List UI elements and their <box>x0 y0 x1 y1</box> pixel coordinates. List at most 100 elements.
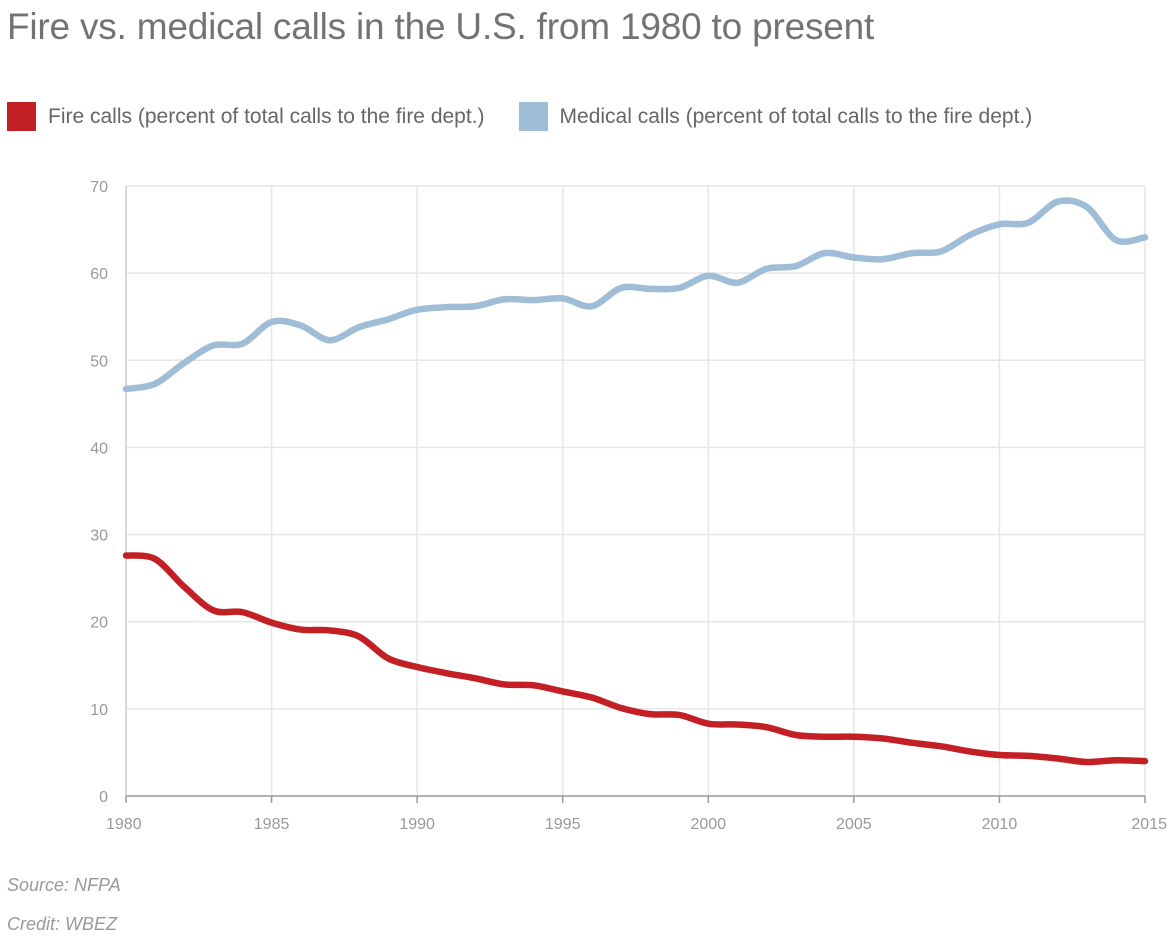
data-point-medical-calls[interactable] <box>471 302 479 310</box>
data-point-medical-calls[interactable] <box>559 294 567 302</box>
legend-swatch-fire-calls <box>7 102 36 131</box>
data-point-fire-calls[interactable] <box>937 742 945 750</box>
data-point-medical-calls[interactable] <box>908 249 916 257</box>
data-point-medical-calls[interactable] <box>1025 219 1033 227</box>
y-tick-label: 20 <box>90 615 108 632</box>
data-point-fire-calls[interactable] <box>209 606 217 614</box>
data-point-medical-calls[interactable] <box>297 321 305 329</box>
data-point-medical-calls[interactable] <box>1141 233 1149 241</box>
data-point-fire-calls[interactable] <box>122 551 130 559</box>
y-tick-label: 30 <box>90 528 108 545</box>
data-point-medical-calls[interactable] <box>646 285 654 293</box>
data-point-fire-calls[interactable] <box>1141 757 1149 765</box>
data-point-fire-calls[interactable] <box>588 694 596 702</box>
y-tick-label: 40 <box>90 440 108 457</box>
legend-item-fire-calls[interactable]: Fire calls (percent of total calls to th… <box>7 102 485 131</box>
data-point-medical-calls[interactable] <box>792 262 800 270</box>
data-point-fire-calls[interactable] <box>966 748 974 756</box>
data-point-medical-calls[interactable] <box>675 284 683 292</box>
y-tick-label: 60 <box>90 266 108 283</box>
data-point-fire-calls[interactable] <box>326 626 334 634</box>
data-point-fire-calls[interactable] <box>500 680 508 688</box>
data-point-medical-calls[interactable] <box>1054 198 1062 206</box>
y-tick-label: 50 <box>90 353 108 370</box>
x-tick-label: 2015 <box>1131 816 1167 833</box>
data-point-medical-calls[interactable] <box>384 315 392 323</box>
chart-axes <box>125 186 1146 803</box>
data-point-fire-calls[interactable] <box>559 687 567 695</box>
data-point-medical-calls[interactable] <box>937 247 945 255</box>
data-point-medical-calls[interactable] <box>122 385 130 393</box>
data-point-medical-calls[interactable] <box>500 295 508 303</box>
data-point-medical-calls[interactable] <box>355 323 363 331</box>
data-point-medical-calls[interactable] <box>588 302 596 310</box>
chart-grid <box>126 185 1146 796</box>
data-point-fire-calls[interactable] <box>1083 758 1091 766</box>
data-point-medical-calls[interactable] <box>209 341 217 349</box>
data-point-fire-calls[interactable] <box>442 669 450 677</box>
data-point-medical-calls[interactable] <box>879 255 887 263</box>
legend-swatch-medical-calls <box>518 102 548 131</box>
chart-tick-labels: 0 10 20 30 40 50 60 70 1980 1985 1990 1995 2000 2005 2… <box>90 179 1167 833</box>
data-point-fire-calls[interactable] <box>850 733 858 741</box>
data-point-fire-calls[interactable] <box>908 739 916 747</box>
y-tick-label: 70 <box>90 179 108 196</box>
data-point-fire-calls[interactable] <box>1112 756 1120 764</box>
data-point-fire-calls[interactable] <box>617 704 625 712</box>
data-point-medical-calls[interactable] <box>442 303 450 311</box>
data-point-fire-calls[interactable] <box>821 733 829 741</box>
x-tick-label: 2005 <box>836 816 872 833</box>
x-tick-label: 1995 <box>545 816 581 833</box>
data-point-medical-calls[interactable] <box>704 272 712 280</box>
data-point-medical-calls[interactable] <box>763 265 771 273</box>
data-point-fire-calls[interactable] <box>1054 755 1062 763</box>
series-line-fire-calls[interactable] <box>122 552 1149 766</box>
data-point-fire-calls[interactable] <box>1025 752 1033 760</box>
credit-note: Credit: WBEZ <box>7 914 118 934</box>
data-point-medical-calls[interactable] <box>180 359 188 367</box>
data-point-fire-calls[interactable] <box>763 723 771 731</box>
chart-legend: Fire calls (percent of total calls to th… <box>7 102 1066 131</box>
data-point-medical-calls[interactable] <box>326 336 334 344</box>
data-point-medical-calls[interactable] <box>268 318 276 326</box>
data-point-medical-calls[interactable] <box>1083 203 1091 211</box>
legend-label-medical-calls: Medical calls (percent of total calls to… <box>559 104 1033 128</box>
data-point-fire-calls[interactable] <box>675 711 683 719</box>
data-point-medical-calls[interactable] <box>530 296 538 304</box>
data-point-medical-calls[interactable] <box>821 249 829 257</box>
legend-item-medical-calls[interactable]: Medical calls (percent of total calls to… <box>518 102 1033 131</box>
data-point-medical-calls[interactable] <box>151 380 159 388</box>
data-point-medical-calls[interactable] <box>733 279 741 287</box>
legend-label-fire-calls: Fire calls (percent of total calls to th… <box>48 104 485 128</box>
data-point-fire-calls[interactable] <box>704 720 712 728</box>
data-point-fire-calls[interactable] <box>355 633 363 641</box>
data-point-medical-calls[interactable] <box>238 340 246 348</box>
data-point-fire-calls[interactable] <box>646 710 654 718</box>
data-point-medical-calls[interactable] <box>413 306 421 314</box>
data-point-medical-calls[interactable] <box>966 231 974 239</box>
data-point-medical-calls[interactable] <box>850 253 858 261</box>
data-point-fire-calls[interactable] <box>530 681 538 689</box>
x-tick-label: 1985 <box>254 816 290 833</box>
y-tick-label: 0 <box>99 789 108 806</box>
data-point-fire-calls[interactable] <box>384 654 392 662</box>
data-point-fire-calls[interactable] <box>879 734 887 742</box>
data-point-fire-calls[interactable] <box>733 721 741 729</box>
data-point-fire-calls[interactable] <box>471 674 479 682</box>
data-point-fire-calls[interactable] <box>151 555 159 563</box>
data-point-fire-calls[interactable] <box>297 626 305 634</box>
data-point-medical-calls[interactable] <box>995 220 1003 228</box>
series-line-medical-calls[interactable] <box>122 197 1149 393</box>
data-point-fire-calls[interactable] <box>413 663 421 671</box>
data-point-fire-calls[interactable] <box>995 751 1003 759</box>
data-point-fire-calls[interactable] <box>268 619 276 627</box>
data-point-fire-calls[interactable] <box>180 583 188 591</box>
y-tick-label: 10 <box>90 702 108 719</box>
data-point-medical-calls[interactable] <box>1112 236 1120 244</box>
x-tick-label: 2010 <box>982 816 1018 833</box>
x-tick-label: 1990 <box>399 816 435 833</box>
data-point-medical-calls[interactable] <box>617 284 625 292</box>
data-point-fire-calls[interactable] <box>238 608 246 616</box>
data-point-fire-calls[interactable] <box>792 731 800 739</box>
